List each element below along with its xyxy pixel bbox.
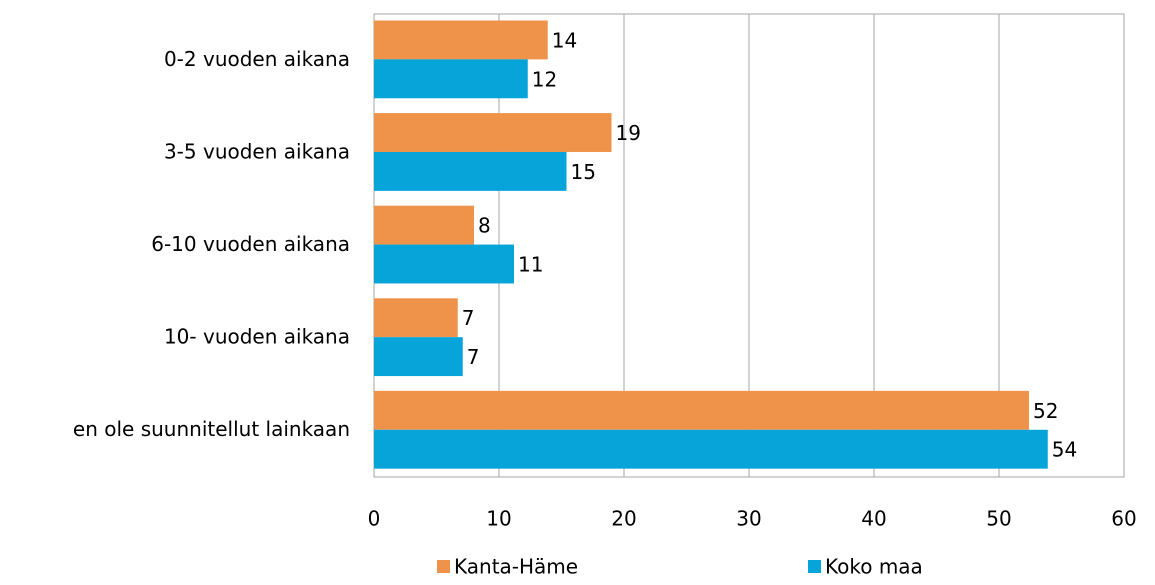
- legend-swatch: [808, 560, 821, 573]
- bar: [374, 151, 567, 191]
- y-tick-label: 0-2 vuoden aikana: [164, 47, 350, 71]
- x-tick-label: 20: [611, 507, 636, 531]
- value-label: 15: [571, 160, 596, 184]
- y-tick-label: 3-5 vuoden aikana: [164, 139, 350, 163]
- x-tick-label: 50: [986, 507, 1011, 531]
- value-label: 8: [478, 214, 491, 238]
- x-tick-label: 10: [486, 507, 511, 531]
- bar: [374, 59, 528, 99]
- value-label: 14: [552, 28, 577, 52]
- value-label: 54: [1052, 438, 1077, 462]
- y-tick-label: en ole suunnitellut lainkaan: [73, 417, 350, 441]
- bar: [374, 113, 612, 152]
- bar: [374, 20, 548, 60]
- x-tick-label: 60: [1111, 507, 1136, 531]
- bar: [374, 205, 474, 245]
- value-label: 52: [1033, 399, 1058, 423]
- bar: [374, 244, 514, 284]
- value-label: 7: [462, 306, 475, 330]
- value-label: 12: [532, 67, 557, 91]
- legend-label: Koko maa: [825, 555, 923, 579]
- y-tick-label: 10- vuoden aikana: [164, 325, 350, 349]
- y-tick-label: 6-10 vuoden aikana: [151, 232, 350, 256]
- legend-label: Kanta-Häme: [454, 555, 578, 579]
- legend-swatch: [437, 560, 450, 573]
- x-tick-label: 40: [861, 507, 886, 531]
- bar: [374, 390, 1029, 430]
- x-tick-label: 0: [368, 507, 381, 531]
- x-tick-label: 30: [736, 507, 761, 531]
- bar: [374, 337, 463, 377]
- value-label: 11: [518, 253, 543, 277]
- value-label: 19: [616, 121, 641, 145]
- bar: [374, 429, 1048, 469]
- bar: [374, 298, 458, 338]
- value-label: 7: [467, 345, 480, 369]
